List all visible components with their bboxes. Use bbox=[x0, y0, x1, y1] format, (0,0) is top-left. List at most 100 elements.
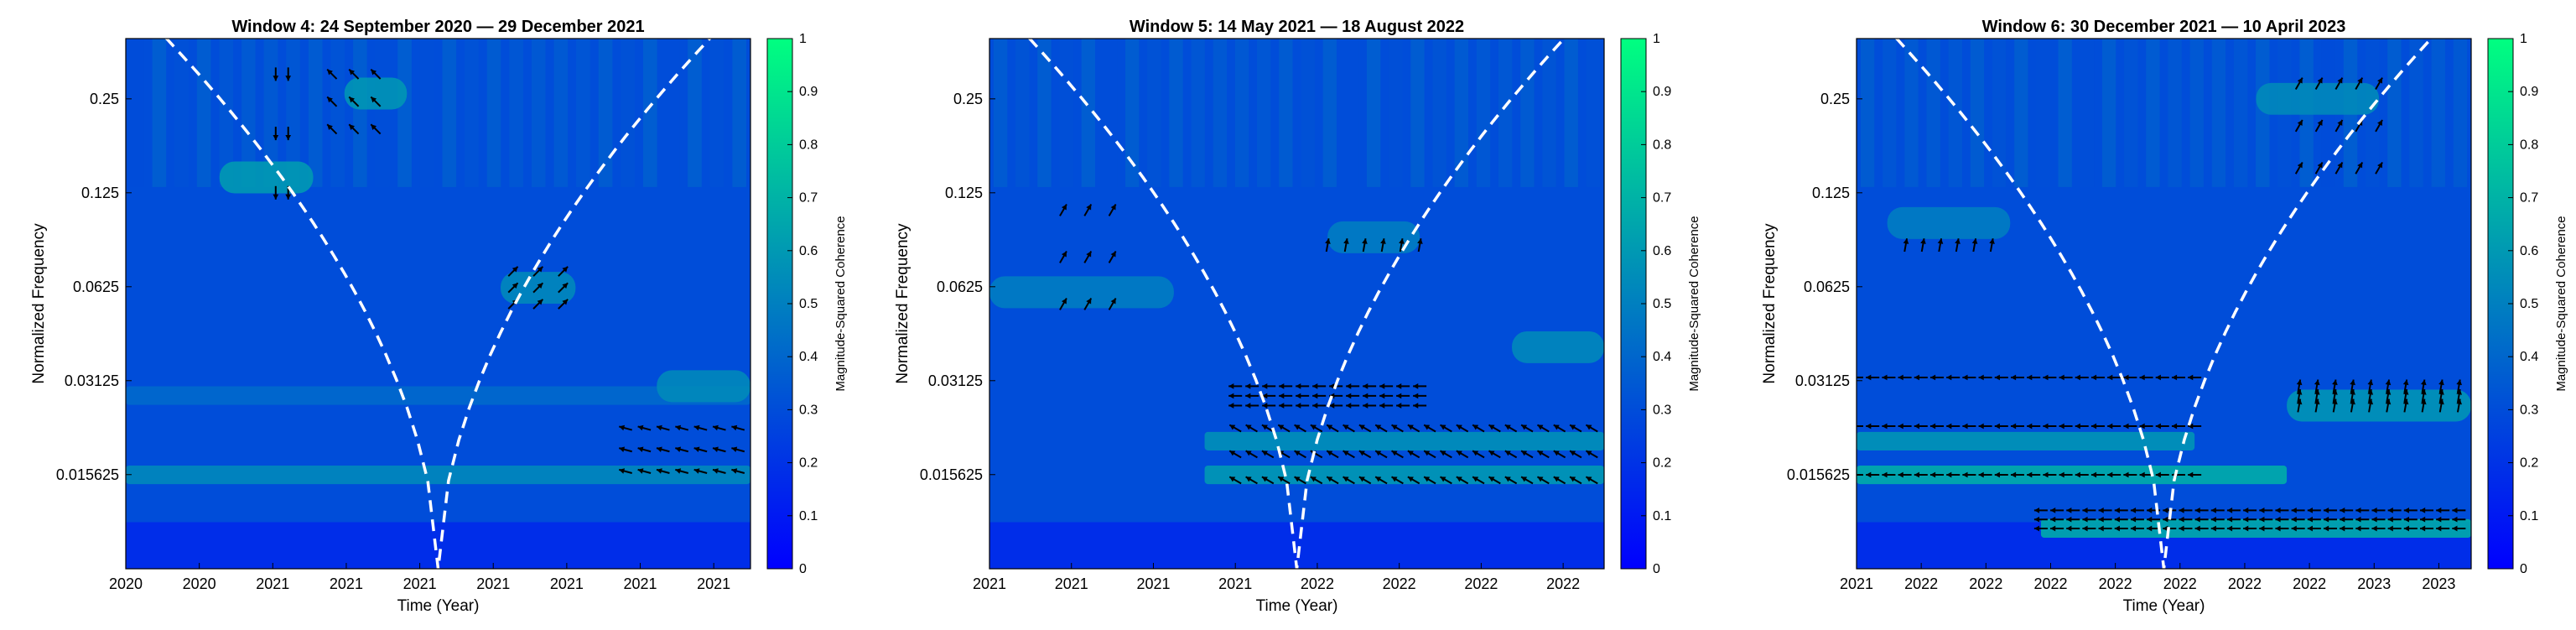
phase-arrow bbox=[1994, 423, 2008, 430]
phase-arrow bbox=[1329, 403, 1343, 409]
x-axis-label: Time (Year) bbox=[397, 597, 480, 615]
colorbar-tick-label: 0.7 bbox=[1653, 191, 1671, 206]
phase-arrow bbox=[1407, 450, 1420, 459]
x-tick-label: 2021 bbox=[1055, 575, 1088, 592]
phase-arrow bbox=[619, 468, 632, 474]
phase-arrow bbox=[2130, 516, 2144, 523]
phase-arrow bbox=[2438, 388, 2444, 403]
phase-arrow bbox=[2082, 525, 2096, 532]
phase-arrow bbox=[2066, 525, 2080, 532]
phase-arrow bbox=[1504, 476, 1518, 485]
phase-arrow bbox=[2075, 471, 2089, 478]
heatmap-striation bbox=[1926, 39, 1940, 187]
heatmap-striation bbox=[688, 39, 702, 187]
phase-arrow bbox=[2171, 423, 2185, 430]
phase-arrow bbox=[1346, 403, 1360, 409]
heatmap-striation bbox=[621, 39, 635, 187]
phase-arrow bbox=[2114, 525, 2128, 532]
heatmap-striation bbox=[665, 39, 680, 187]
coherence-feature bbox=[126, 465, 750, 485]
heatmap-striation bbox=[732, 39, 746, 187]
colorbar-tick-label: 0.3 bbox=[799, 403, 818, 417]
phase-arrow bbox=[2194, 516, 2209, 523]
heatmap-striation bbox=[1191, 39, 1205, 187]
phase-arrow bbox=[1488, 476, 1501, 485]
phase-arrow bbox=[1407, 424, 1420, 433]
heatmap-striation bbox=[2058, 39, 2072, 187]
phase-arrow bbox=[1083, 298, 1093, 310]
phase-arrow bbox=[2210, 525, 2225, 532]
coherence-feature bbox=[2287, 389, 2471, 422]
colorbar-tick-label: 0.4 bbox=[2520, 350, 2538, 364]
y-tick-label: 0.0625 bbox=[73, 279, 119, 295]
phase-arrow bbox=[2403, 525, 2418, 532]
heatmap-striation bbox=[2256, 39, 2270, 187]
phase-arrow bbox=[1536, 476, 1550, 485]
phase-arrow bbox=[1343, 450, 1355, 459]
phase-arrow bbox=[1903, 238, 1909, 253]
phase-arrow bbox=[2294, 161, 2303, 174]
phase-arrow bbox=[1279, 403, 1293, 409]
phase-arrow bbox=[2050, 525, 2064, 532]
phase-arrow bbox=[619, 424, 632, 431]
phase-arrow bbox=[348, 96, 360, 107]
heatmap-striation bbox=[553, 39, 569, 187]
heatmap-striation bbox=[219, 39, 234, 187]
phase-arrow bbox=[2090, 374, 2105, 381]
y-tick-label: 0.015625 bbox=[1787, 466, 1850, 483]
phase-arrow bbox=[1396, 403, 1410, 409]
phase-arrow bbox=[2243, 508, 2257, 513]
phase-arrow bbox=[1379, 383, 1394, 389]
phase-arrow bbox=[1228, 403, 1243, 409]
y-axis-label: Normalized Frequency bbox=[30, 223, 48, 384]
phase-arrow bbox=[1379, 393, 1394, 399]
x-tick-label: 2022 bbox=[2163, 575, 2197, 592]
phase-arrow bbox=[1358, 424, 1372, 433]
heatmap-striation bbox=[1213, 39, 1228, 187]
phase-arrow bbox=[1914, 471, 1928, 478]
phase-arrow bbox=[656, 424, 670, 431]
colorbar-tick-label: 0.1 bbox=[1653, 509, 1671, 523]
phase-arrow bbox=[1343, 424, 1355, 433]
phase-arrow bbox=[1343, 476, 1355, 485]
phase-arrow bbox=[370, 123, 382, 135]
phase-arrow bbox=[2436, 525, 2450, 532]
phase-arrow bbox=[1423, 450, 1436, 459]
phase-arrow bbox=[1325, 238, 1331, 253]
phase-arrow bbox=[731, 424, 745, 431]
phase-arrow bbox=[1262, 393, 1276, 399]
colorbar-tick-label: 0.5 bbox=[799, 297, 818, 311]
heatmap-striation bbox=[1301, 39, 1315, 187]
heatmap-striation bbox=[1366, 39, 1381, 187]
chart-panel-5: 0.25 0.125 0.0625 0.03125 0.015625 2021 2021 20… bbox=[894, 18, 1701, 615]
phase-arrow bbox=[2419, 508, 2433, 513]
colorbar-tick-label: 0 bbox=[2520, 562, 2527, 576]
x-tick-label: 2020 bbox=[183, 575, 216, 592]
phase-arrow bbox=[558, 282, 569, 294]
phase-arrow bbox=[2059, 374, 2073, 381]
colorbar-tick-label: 0.8 bbox=[799, 138, 818, 152]
phase-arrow bbox=[2456, 388, 2462, 403]
phase-arrow bbox=[532, 266, 544, 277]
x-axis-label: Time (Year) bbox=[1256, 597, 1338, 615]
phase-arrow bbox=[1312, 383, 1327, 389]
phase-arrow bbox=[2179, 508, 2193, 513]
y-tick-label: 0.25 bbox=[953, 91, 983, 107]
heatmap-striation bbox=[598, 39, 613, 187]
colorbar-tick-label: 0.9 bbox=[2520, 85, 2538, 99]
heatmap-striation bbox=[642, 39, 657, 187]
phase-arrow bbox=[1346, 383, 1360, 389]
phase-arrow bbox=[1380, 238, 1386, 253]
phase-arrow bbox=[2371, 525, 2386, 532]
heatmap-striation bbox=[242, 39, 256, 187]
heatmap-striation bbox=[1322, 39, 1337, 187]
phase-arrow bbox=[712, 468, 726, 474]
phase-arrow bbox=[2155, 423, 2169, 430]
phase-arrow bbox=[273, 127, 279, 141]
phase-arrow bbox=[1456, 424, 1469, 433]
phase-arrow bbox=[2438, 379, 2444, 393]
colorbar-tick-label: 0.9 bbox=[1653, 85, 1671, 99]
y-tick-label: 0.03125 bbox=[65, 372, 119, 389]
phase-arrow bbox=[2332, 388, 2338, 403]
phase-arrow bbox=[1396, 383, 1410, 389]
